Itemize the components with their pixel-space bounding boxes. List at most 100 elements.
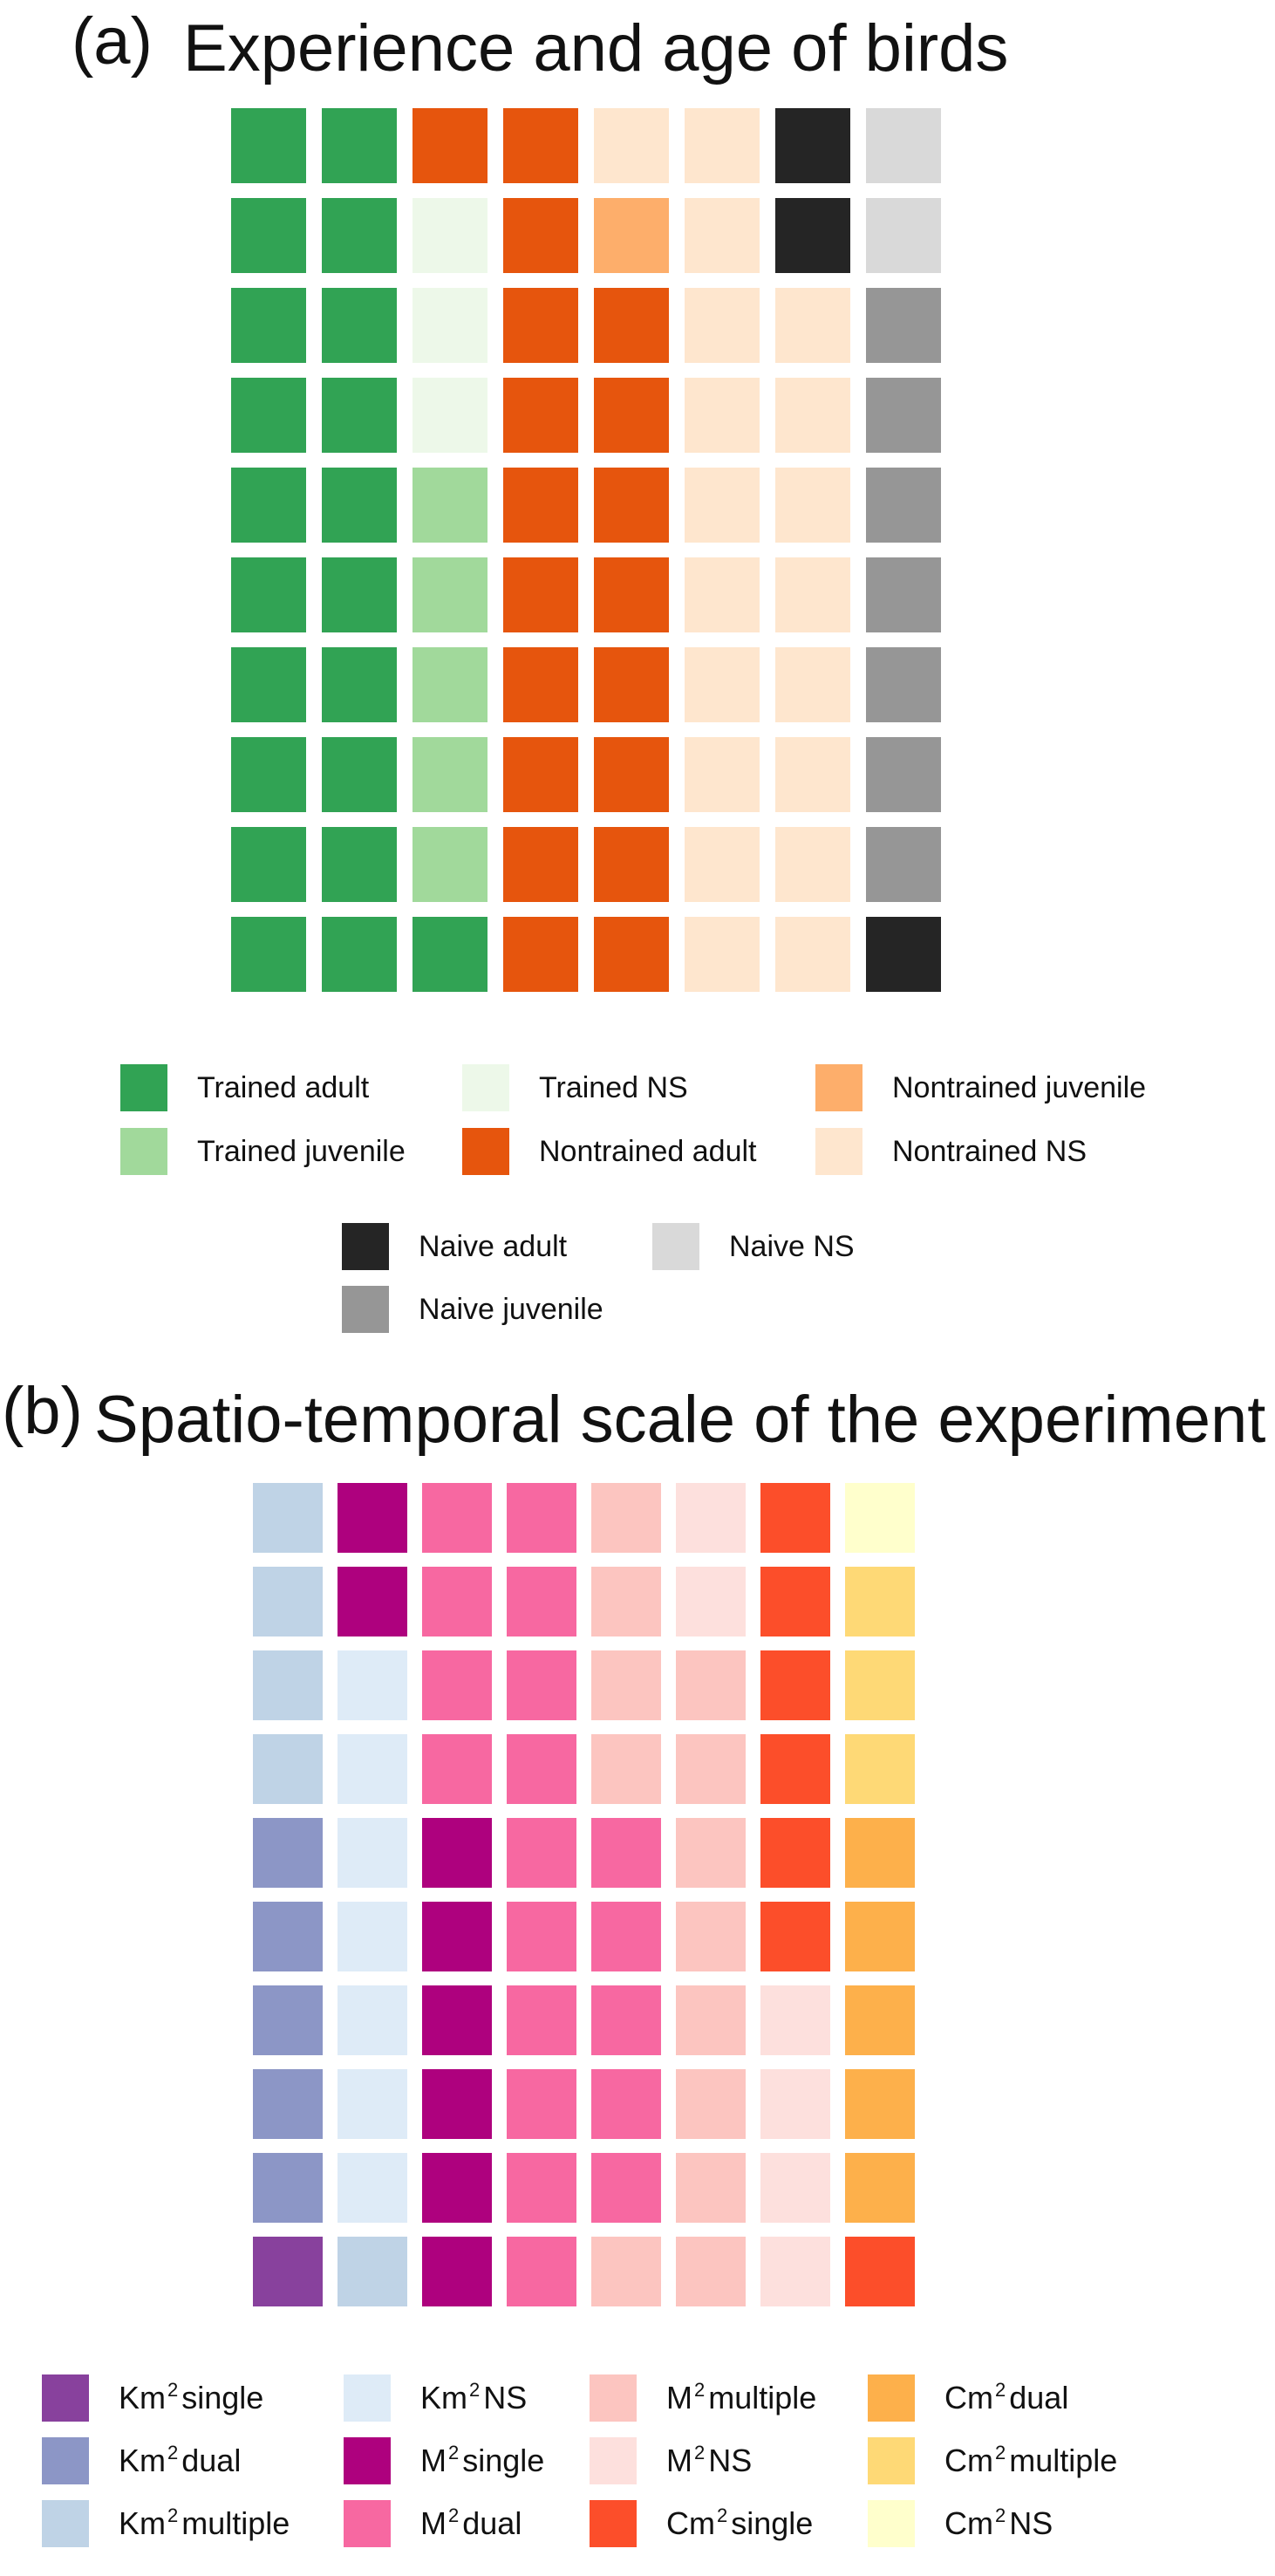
waffle-cell-naive-juvenile [866,378,941,453]
waffle-cell-trained-adult [231,468,306,543]
legend-label-base: Cm [944,2505,993,2541]
waffle-cell-nontrained-adult [503,557,578,632]
waffle-cell-cm2-multiple [845,1734,915,1804]
waffle-cell-nontrained-adult [594,557,669,632]
waffle-cell-cm2-dual [845,2069,915,2139]
legend-item-m2-ns: M2 NS [590,2437,752,2484]
waffle-cell-trained-juvenile [412,827,488,902]
legend-label: M2 multiple [666,2380,816,2416]
waffle-cell-nontrained-ns [685,557,760,632]
waffle-cell-m2-multiple [676,1734,746,1804]
legend-swatch [120,1128,167,1175]
waffle-cell-m2-dual [507,1483,576,1553]
legend-label: Km2 multiple [119,2505,290,2542]
panel-a-tag: (a) [72,4,153,79]
waffle-cell-nontrained-ns [775,468,850,543]
waffle-cell-trained-adult [231,557,306,632]
legend-item-km2-ns: Km2 NS [344,2374,527,2422]
waffle-cell-m2-multiple [591,2237,661,2306]
legend-label-base: Cm [666,2505,715,2541]
waffle-cell-cm2-dual [845,2153,915,2223]
waffle-cell-m2-dual [507,1567,576,1636]
waffle-cell-nontrained-adult [503,917,578,992]
waffle-cell-trained-juvenile [412,468,488,543]
waffle-cell-cm2-single [760,1902,830,1971]
legend-item-trained-ns: Trained NS [462,1064,688,1111]
waffle-cell-km2-dual [253,1985,323,2055]
waffle-cell-km2-ns [338,1985,407,2055]
legend-swatch [120,1064,167,1111]
waffle-cell-nontrained-adult [412,108,488,183]
waffle-cell-nontrained-adult [594,737,669,812]
waffle-cell-cm2-single [760,1567,830,1636]
waffle-cell-nontrained-juvenile [594,198,669,273]
legend-item-cm2-multiple: Cm2 multiple [868,2437,1117,2484]
waffle-cell-trained-adult [322,827,397,902]
waffle-cell-m2-dual [507,1818,576,1888]
panel-a-title: Experience and age of birds [183,11,1009,85]
waffle-cell-m2-multiple [676,1818,746,1888]
waffle-cell-m2-single [338,1567,407,1636]
waffle-cell-trained-adult [231,737,306,812]
waffle-cell-naive-juvenile [866,557,941,632]
waffle-cell-cm2-dual [845,1818,915,1888]
waffle-cell-naive-juvenile [866,827,941,902]
waffle-cell-nontrained-ns [685,378,760,453]
legend-item-km2-multiple: Km2 multiple [42,2500,290,2547]
legend-item-nontrained-adult: Nontrained adult [462,1128,757,1175]
waffle-cell-km2-multiple [253,1483,323,1553]
legend-label-rest: single [731,2505,814,2541]
waffle-cell-nontrained-ns [685,288,760,363]
waffle-cell-m2-dual [591,1818,661,1888]
waffle-cell-m2-ns [676,1483,746,1553]
legend-swatch [342,1223,389,1270]
waffle-cell-nontrained-ns [685,198,760,273]
legend-item-m2-multiple: M2 multiple [590,2374,816,2422]
waffle-cell-m2-multiple [676,1902,746,1971]
waffle-cell-m2-single [422,2069,492,2139]
legend-label-rest: single [181,2380,264,2415]
legend-item-trained-juvenile: Trained juvenile [120,1128,406,1175]
legend-swatch [462,1128,509,1175]
waffle-cell-naive-adult [866,917,941,992]
waffle-cell-km2-dual [253,2069,323,2139]
legend-label-base: Km [119,2380,166,2415]
waffle-cell-cm2-single [760,1483,830,1553]
legend-swatch [344,2500,391,2547]
waffle-cell-m2-single [422,1985,492,2055]
legend-label: Km2 single [119,2380,263,2416]
legend-label-sup: 2 [448,2442,460,2463]
legend-label: Trained NS [539,1070,688,1104]
waffle-cell-cm2-ns [845,1483,915,1553]
waffle-cell-m2-dual [507,1985,576,2055]
waffle-cell-naive-adult [775,108,850,183]
waffle-cell-km2-ns [338,1650,407,1720]
waffle-cell-trained-adult [231,917,306,992]
legend-label-base: Km [119,2443,166,2478]
waffle-cell-km2-ns [338,1734,407,1804]
legend-label: Km2 dual [119,2443,241,2479]
waffle-cell-trained-juvenile [412,737,488,812]
waffle-cell-naive-juvenile [866,288,941,363]
waffle-cell-m2-ns [760,2153,830,2223]
legend-label-base: Km [420,2380,467,2415]
legend-label: Trained adult [197,1070,370,1104]
legend-item-naive-juvenile: Naive juvenile [342,1286,603,1333]
waffle-cell-m2-dual [507,2153,576,2223]
legend-label-sup: 2 [694,2442,706,2463]
waffle-cell-nontrained-ns [775,737,850,812]
waffle-cell-m2-multiple [676,2237,746,2306]
waffle-cell-naive-juvenile [866,737,941,812]
waffle-cell-nontrained-adult [503,198,578,273]
waffle-cell-m2-dual [591,1985,661,2055]
legend-label-rest: single [462,2443,545,2478]
waffle-cell-nontrained-ns [594,108,669,183]
waffle-cell-nontrained-ns [775,647,850,722]
waffle-cell-nontrained-ns [775,288,850,363]
waffle-cell-nontrained-adult [503,737,578,812]
waffle-cell-nontrained-adult [503,108,578,183]
legend-swatch [42,2374,89,2422]
waffle-cell-m2-dual [422,1650,492,1720]
legend-label-sup: 2 [694,2379,706,2401]
legend-swatch [868,2437,915,2484]
